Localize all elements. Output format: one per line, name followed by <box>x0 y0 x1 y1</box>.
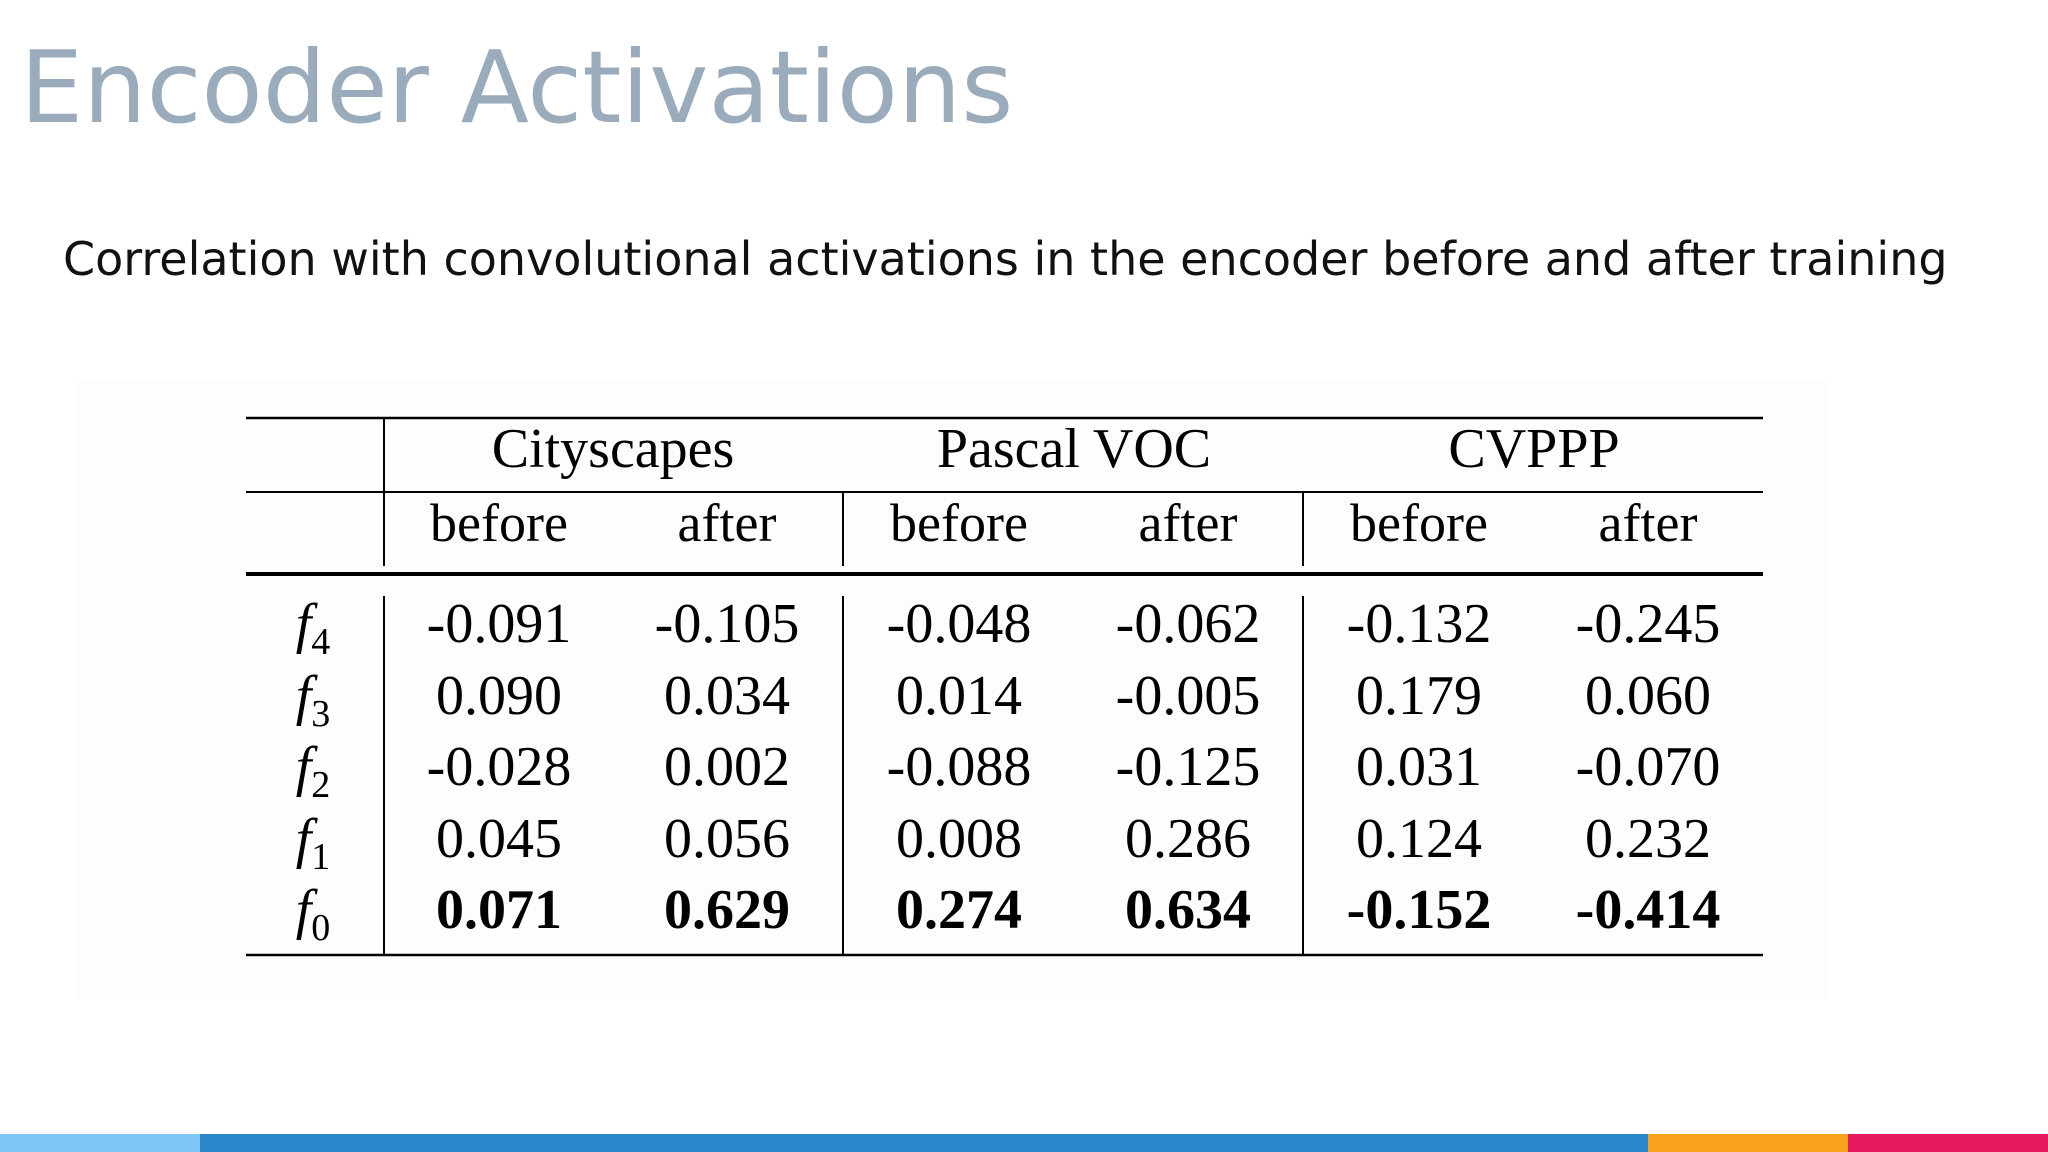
cell-f1-col2: 0.056 <box>664 808 790 870</box>
cell-f2-col5: 0.031 <box>1356 736 1482 798</box>
slide-subtitle: Correlation with convolutional activatio… <box>63 232 1948 286</box>
correlation-table-figure: Cityscapes Pascal VOC CVPPP before after befo… <box>75 380 1827 1000</box>
cell-f4-col4: -0.062 <box>1116 593 1261 655</box>
footer-segment-light-blue <box>0 1134 200 1152</box>
cell-f0-col2: 0.629 <box>664 879 790 941</box>
subheader-before-3: before <box>1350 493 1488 553</box>
footer-segment-red <box>1848 1134 2048 1152</box>
cell-f2-col1: -0.028 <box>427 736 572 798</box>
row-label-f2: f2 <box>296 736 331 806</box>
row-label-f0: f0 <box>296 879 331 949</box>
cell-f0-col6: -0.414 <box>1576 879 1721 941</box>
cell-f3-col6: 0.060 <box>1585 665 1711 727</box>
cell-f4-col2: -0.105 <box>655 593 800 655</box>
cell-f3-col2: 0.034 <box>664 665 790 727</box>
cell-f1-col1: 0.045 <box>436 808 562 870</box>
footer-segment-blue <box>200 1134 1648 1152</box>
subheader-after-3: after <box>1599 493 1698 553</box>
subheader-after-1: after <box>678 493 777 553</box>
dataset-header-cityscapes: Cityscapes <box>492 418 735 480</box>
footer-color-bar <box>0 1134 2048 1152</box>
cell-f0-col5: -0.152 <box>1347 879 1492 941</box>
cell-f3-col3: 0.014 <box>896 665 1022 727</box>
cell-f0-col3: 0.274 <box>896 879 1022 941</box>
slide-title: Encoder Activations <box>20 29 1014 146</box>
cell-f0-col1: 0.071 <box>436 879 562 941</box>
cell-f1-col4: 0.286 <box>1125 808 1251 870</box>
row-label-f4: f4 <box>296 593 331 663</box>
cell-f4-col6: -0.245 <box>1576 593 1721 655</box>
cell-f4-col1: -0.091 <box>427 593 572 655</box>
cell-f0-col4: 0.634 <box>1125 879 1251 941</box>
cell-f3-col5: 0.179 <box>1356 665 1482 727</box>
cell-f1-col6: 0.232 <box>1585 808 1711 870</box>
subheader-after-2: after <box>1139 493 1238 553</box>
correlation-table: Cityscapes Pascal VOC CVPPP before after befo… <box>246 416 1763 957</box>
cell-f2-col6: -0.070 <box>1576 736 1721 798</box>
cell-f1-col3: 0.008 <box>896 808 1022 870</box>
cell-f1-col5: 0.124 <box>1356 808 1482 870</box>
cell-f4-col3: -0.048 <box>887 593 1032 655</box>
cell-f4-col5: -0.132 <box>1347 593 1492 655</box>
subheader-before-2: before <box>890 493 1028 553</box>
row-label-f1: f1 <box>296 808 331 878</box>
subheader-before-1: before <box>430 493 568 553</box>
cell-f2-col4: -0.125 <box>1116 736 1261 798</box>
row-label-f3: f3 <box>296 665 331 735</box>
cell-f2-col3: -0.088 <box>887 736 1032 798</box>
footer-segment-orange <box>1648 1134 1848 1152</box>
cell-f2-col2: 0.002 <box>664 736 790 798</box>
cell-f3-col1: 0.090 <box>436 665 562 727</box>
dataset-header-cvppp: CVPPP <box>1448 418 1619 480</box>
cell-f3-col4: -0.005 <box>1116 665 1261 727</box>
dataset-header-pascal-voc: Pascal VOC <box>937 418 1211 480</box>
